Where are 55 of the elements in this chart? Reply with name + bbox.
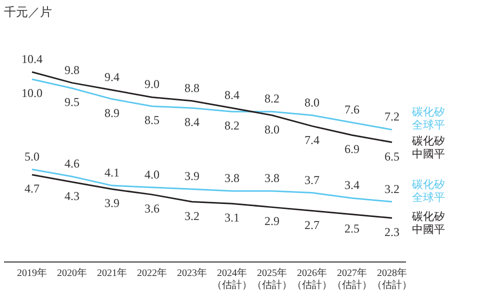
series-label: 碳化矽中國平: [411, 211, 445, 236]
data-label: 7.6: [344, 102, 360, 116]
data-label: 8.0: [304, 95, 320, 110]
data-label: 8.8: [184, 80, 200, 95]
data-label: 8.4: [184, 115, 200, 130]
data-label: 10.0: [22, 86, 42, 100]
y-axis-title: 千元／片: [4, 5, 52, 19]
data-label: 8.5: [144, 113, 160, 128]
data-label: 9.5: [64, 95, 80, 110]
x-tick-label: 2019年: [17, 267, 47, 279]
data-label: 2.5: [344, 221, 360, 236]
x-tick-label: 2021年: [97, 267, 127, 279]
data-label: 6.9: [344, 142, 360, 156]
data-label: 9.4: [104, 70, 120, 84]
data-label: 8.0: [264, 122, 280, 136]
data-label: 8.2: [264, 92, 280, 106]
x-tick-label: 2024年（估計）: [212, 267, 252, 291]
data-label: 3.6: [144, 202, 160, 216]
series-label: 碳化矽中國平: [411, 135, 445, 160]
series-label: 碳化矽全球平: [411, 178, 445, 204]
data-label: 9.0: [144, 77, 160, 92]
data-label: 3.4: [344, 178, 360, 192]
x-tick-label: 2020年: [57, 267, 87, 279]
data-label: 4.0: [144, 167, 160, 182]
data-label: 4.1: [104, 166, 120, 180]
x-tick-label: 2028年（估計）: [372, 267, 412, 291]
data-label: 3.9: [104, 196, 120, 210]
data-label: 8.2: [224, 118, 240, 133]
data-label: 8.4: [224, 88, 240, 102]
data-label: 4.7: [24, 182, 40, 196]
data-label: 3.9: [184, 169, 200, 184]
data-label: 6.5: [384, 149, 400, 164]
data-label: 3.2: [184, 208, 200, 223]
x-tick-label: 2022年: [137, 267, 167, 279]
data-label: 3.2: [384, 182, 400, 196]
x-tick-label: 2025年（估計）: [252, 267, 292, 291]
data-label: 5.0: [24, 149, 40, 164]
x-tick-label: 2026年（估計）: [292, 267, 332, 291]
data-label: 8.9: [104, 106, 120, 120]
data-label: 7.4: [304, 133, 320, 148]
data-label: 4.6: [64, 156, 80, 171]
data-label: 7.2: [384, 110, 400, 124]
data-label: 10.4: [22, 52, 42, 66]
series-label: 碳化矽全球平: [411, 106, 445, 132]
data-label: 9.8: [64, 62, 80, 77]
data-label: 3.8: [224, 170, 240, 185]
x-tick-label: 2023年: [177, 267, 207, 279]
x-tick-label: 2027年（估計）: [332, 267, 372, 291]
data-label: 4.3: [64, 188, 80, 203]
data-label: 2.9: [264, 214, 280, 228]
data-label: 3.1: [224, 210, 240, 225]
data-label: 3.7: [304, 172, 320, 187]
data-label: 2.3: [384, 225, 400, 239]
data-label: 2.7: [304, 218, 320, 232]
data-label: 3.8: [264, 170, 280, 185]
